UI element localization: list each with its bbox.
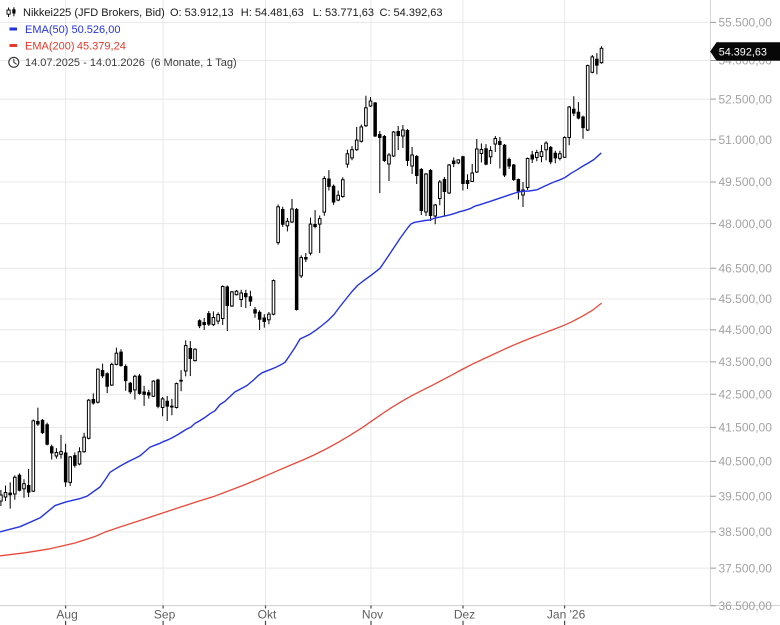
svg-text:48.000,00: 48.000,00 [719,217,773,231]
svg-text:(6 Monate, 1 Tag): (6 Monate, 1 Tag) [151,57,237,69]
svg-text:37.500,00: 37.500,00 [719,561,773,575]
svg-text:52.500,00: 52.500,00 [719,92,773,106]
svg-text:Jan '26: Jan '26 [547,608,586,622]
svg-text:14.07.2025 - 14.01.2026: 14.07.2025 - 14.01.2026 [25,57,145,69]
svg-text:Sep: Sep [154,608,176,622]
svg-text:45.500,00: 45.500,00 [719,292,773,306]
svg-text:Okt: Okt [258,608,277,622]
svg-text:43.500,00: 43.500,00 [719,355,773,369]
svg-text:36.500,00: 36.500,00 [719,599,773,613]
svg-text:44.500,00: 44.500,00 [719,323,773,337]
svg-text:L: 53.771,63: L: 53.771,63 [313,7,374,19]
svg-text:45.379,24: 45.379,24 [77,41,126,53]
svg-text:Nov: Nov [362,608,383,622]
svg-text:Nikkei225 (JFD Brokers, Bid): Nikkei225 (JFD Brokers, Bid) [23,7,165,19]
svg-text:55.500,00: 55.500,00 [719,16,773,30]
svg-text:54.392,63: 54.392,63 [719,46,767,58]
svg-text:38.500,00: 38.500,00 [719,525,773,539]
svg-text:42.500,00: 42.500,00 [719,387,773,401]
svg-text:H: 54.481,63: H: 54.481,63 [241,7,304,19]
svg-text:EMA(200): EMA(200) [25,41,75,53]
svg-text:O: 53.912,13: O: 53.912,13 [170,7,234,19]
svg-text:C: 54.392,63: C: 54.392,63 [380,7,443,19]
svg-text:39.500,00: 39.500,00 [719,489,773,503]
svg-text:40.500,00: 40.500,00 [719,455,773,469]
svg-text:41.500,00: 41.500,00 [719,421,773,435]
svg-text:49.500,00: 49.500,00 [719,175,773,189]
svg-text:EMA(50): EMA(50) [25,24,68,36]
svg-text:Aug: Aug [56,608,77,622]
svg-text:46.500,00: 46.500,00 [719,262,773,276]
svg-text:Dez: Dez [454,608,475,622]
svg-text:51.000,00: 51.000,00 [719,133,773,147]
svg-text:50.526,00: 50.526,00 [72,24,121,36]
